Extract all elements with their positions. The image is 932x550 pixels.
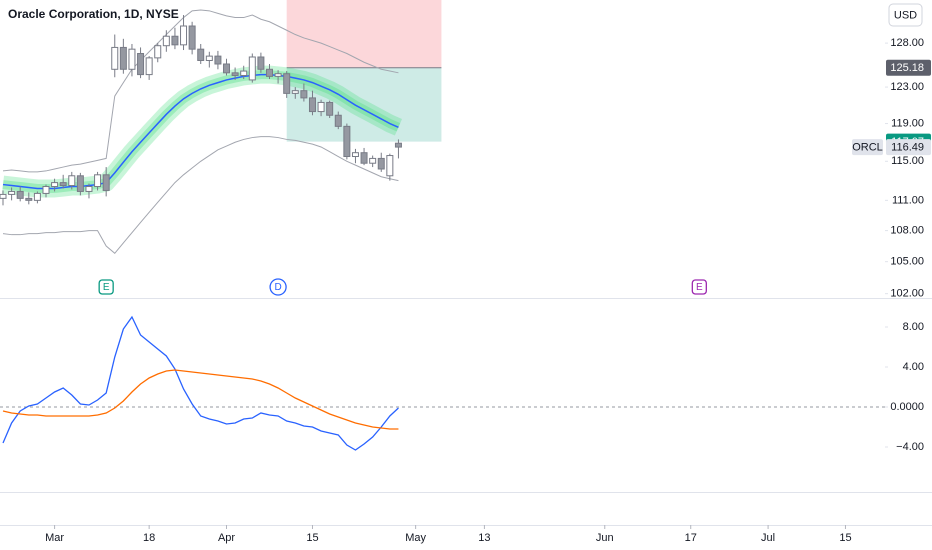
candle-body: [351, 152, 359, 158]
candle-body: [214, 55, 222, 65]
candle-body: [16, 190, 24, 199]
symbol-label: ORCL: [852, 141, 883, 153]
candle-body: [248, 56, 256, 81]
candle-body: [369, 157, 377, 164]
currency-button[interactable]: [888, 3, 923, 27]
oscillator-line: [2, 369, 399, 430]
x-tick-label: Apr: [218, 532, 235, 544]
candle-body: [76, 175, 84, 192]
x-tick-label: 17: [685, 532, 697, 544]
x-tick-label: May: [405, 532, 426, 544]
candle-body: [94, 174, 102, 188]
candle-body: [197, 48, 205, 61]
candle-body: [68, 175, 76, 187]
candle-body: [85, 186, 93, 192]
candle-body: [326, 101, 334, 116]
candle-body: [42, 186, 50, 194]
x-tick-label: 18: [143, 532, 155, 544]
candle-body: [394, 142, 402, 148]
candle-body: [137, 53, 145, 76]
candle-body: [308, 97, 316, 113]
oscillator-line: [2, 315, 399, 451]
candle-body: [291, 90, 299, 94]
candle-body: [128, 48, 136, 70]
y-tick-label: 119.00: [891, 117, 924, 129]
candle-body: [102, 174, 110, 191]
candle-body: [188, 25, 196, 50]
candle-body: [274, 73, 282, 77]
candle-body: [265, 68, 273, 77]
event-marker: [269, 278, 287, 296]
x-tick-label: 15: [839, 532, 851, 544]
x-tick-label: Jul: [761, 532, 775, 544]
event-label: E: [103, 282, 110, 293]
candle-body: [162, 35, 170, 47]
y-tick-label: 0.0000: [890, 401, 924, 413]
chart-title: Oracle Corporation, 1D, NYSE: [8, 7, 179, 21]
candle-body: [119, 46, 127, 70]
candle-body: [300, 90, 308, 99]
x-tick-label: Jun: [596, 532, 614, 544]
candle-body: [205, 55, 213, 61]
candle-body: [240, 70, 248, 76]
candle-body: [231, 72, 239, 76]
candle-body: [386, 155, 394, 177]
event-label: E: [696, 282, 703, 293]
indicator-line: [2, 9, 399, 173]
indicator-line: [2, 136, 399, 255]
y-tick-label: 8.00: [903, 321, 924, 333]
symbol-tag: [852, 139, 883, 156]
y-tick-label: 4.00: [903, 361, 924, 373]
candle-body: [33, 192, 41, 201]
candle-body: [25, 197, 33, 201]
stop-zone: [286, 0, 442, 68]
x-tick-label: 13: [478, 532, 490, 544]
candle-body: [51, 182, 59, 188]
x-tick-label: Mar: [45, 532, 64, 544]
y-tick-label: 115.00: [891, 155, 924, 167]
y-tick-label: 111.00: [892, 194, 924, 206]
currency-label[interactable]: USD: [894, 9, 917, 21]
candle-body: [154, 45, 162, 59]
event-marker: [98, 279, 114, 295]
x-tick-label: 15: [306, 532, 318, 544]
y-tick-label: 128.00: [890, 37, 924, 49]
y-tick-label: 102.00: [890, 288, 924, 300]
indicator-line: [2, 73, 399, 190]
entry-tag: [886, 59, 931, 76]
y-tick-label: −4.00: [896, 441, 924, 453]
candle-body: [223, 63, 231, 74]
y-tick-label: 123.00: [890, 81, 924, 93]
candle-body: [180, 25, 188, 46]
candle-body: [171, 35, 179, 46]
candle-body: [334, 114, 342, 127]
candle-body: [111, 46, 119, 70]
candle-body: [343, 125, 351, 158]
candle-body: [283, 73, 291, 94]
candle-body: [8, 190, 16, 195]
last-price-tag-label: 116.49: [891, 141, 924, 153]
candle-body: [145, 57, 153, 76]
candle-body: [257, 56, 265, 70]
candle-body: [317, 101, 325, 113]
event-marker: [691, 279, 707, 295]
candle-body: [0, 193, 7, 199]
candle-body: [59, 182, 67, 187]
candle-body: [377, 157, 385, 170]
entry-tag-label: 125.18: [890, 62, 924, 74]
candle-body: [360, 152, 368, 164]
last-price-tag: [886, 139, 931, 156]
y-tick-label: 105.00: [890, 256, 924, 268]
y-tick-label: 108.00: [890, 224, 924, 236]
event-label: D: [274, 282, 281, 293]
